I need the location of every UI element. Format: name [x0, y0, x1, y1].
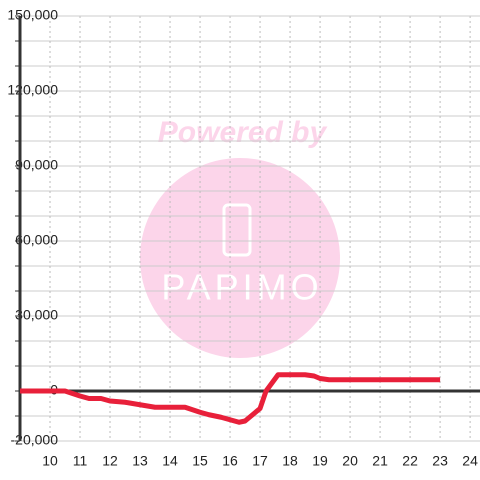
x-tick-label: 14 — [162, 453, 178, 469]
x-tick-label: 13 — [132, 453, 148, 469]
y-tick-label: 120,000 — [7, 82, 58, 98]
x-tick-label: 10 — [42, 453, 58, 469]
y-tick-label: 90,000 — [15, 157, 58, 173]
y-tick-label: 150,000 — [7, 7, 58, 23]
line-series — [20, 372, 441, 425]
watermark-icon — [222, 203, 252, 257]
x-tick-label: 17 — [252, 453, 268, 469]
y-tick-label: 60,000 — [15, 232, 58, 248]
y-tick-label: 30,000 — [15, 307, 58, 323]
x-tick-label: 11 — [73, 453, 88, 469]
x-tick-label: 12 — [102, 453, 118, 469]
x-tick-label: 20 — [342, 453, 358, 469]
y-tick-label: -20,000 — [11, 432, 59, 448]
watermark-text: Powered by — [158, 116, 328, 149]
x-tick-label: 22 — [402, 453, 418, 469]
x-tick-label: 23 — [432, 453, 448, 469]
x-tick-label: 21 — [372, 453, 388, 469]
x-tick-label: 18 — [282, 453, 298, 469]
x-tick-label: 15 — [192, 453, 208, 469]
x-tick-label: 24 — [462, 453, 478, 469]
x-tick-label: 19 — [312, 453, 328, 469]
x-tick-label: 16 — [222, 453, 238, 469]
watermark-circle — [140, 158, 340, 358]
watermark-text: PAPIMO — [161, 267, 322, 308]
